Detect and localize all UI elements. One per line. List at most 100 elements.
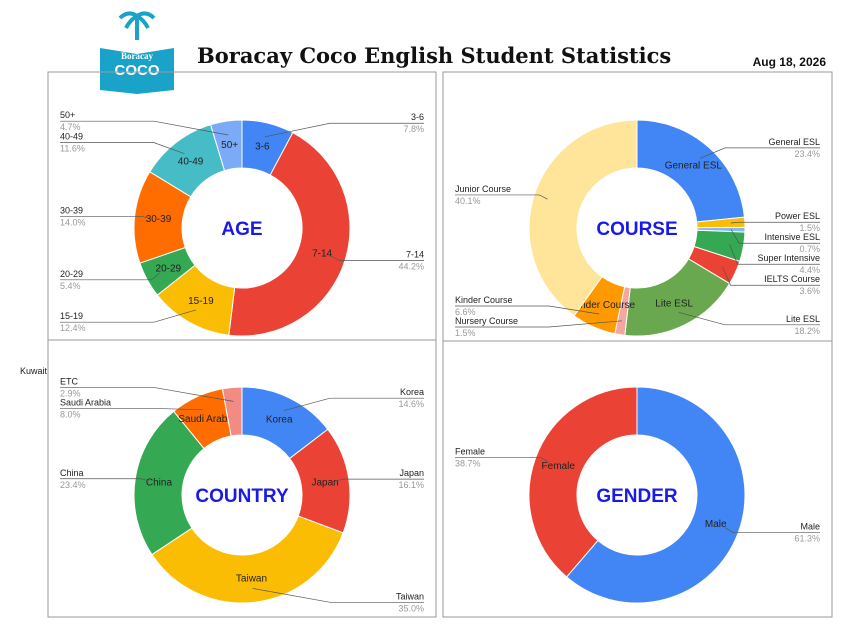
- value-label: 3.6%: [799, 286, 820, 296]
- leader-line: [455, 320, 623, 328]
- legend-label: 40-49: [60, 132, 83, 142]
- value-label: 14.0%: [60, 217, 86, 227]
- slice-label: 20-29: [156, 263, 182, 274]
- value-label: 0.7%: [799, 244, 820, 254]
- slice-label: Korea: [266, 415, 293, 426]
- legend-label: Saudi Arabia: [60, 397, 111, 407]
- slice-label: Kinder Course: [571, 300, 635, 311]
- title: Boracay Coco English Student Statistics: [197, 43, 671, 68]
- leader-line: [264, 122, 424, 138]
- leader-line: [283, 397, 424, 412]
- slice-label: Taiwan: [236, 573, 267, 584]
- slice-label: Japan: [311, 478, 338, 489]
- slice: [151, 515, 344, 604]
- leader-line: [60, 309, 197, 323]
- slice-label: 40-49: [178, 157, 204, 168]
- leader-line: [60, 478, 150, 482]
- slice-label: 50+: [221, 140, 238, 151]
- leader-line: [678, 311, 820, 326]
- leader-line: [60, 387, 234, 402]
- leader-line: [331, 256, 424, 261]
- slice-label: 3-6: [255, 142, 270, 153]
- value-label: 7.8%: [403, 124, 424, 134]
- leader-line: [455, 457, 550, 463]
- value-label: 1.5%: [799, 223, 820, 233]
- slice: [133, 410, 205, 556]
- legend-label: Korea: [400, 387, 424, 397]
- value-label: 1.5%: [455, 328, 476, 338]
- legend-label: Nursery Course: [455, 316, 518, 326]
- slice: [565, 386, 746, 604]
- slice-label: 15-19: [188, 296, 214, 307]
- legend-label: ETC: [60, 376, 79, 386]
- leader-line: [252, 588, 424, 603]
- panel: [442, 340, 833, 618]
- leader-line: [334, 478, 424, 482]
- legend-label: 50+: [60, 110, 75, 120]
- leader-line: [455, 305, 600, 315]
- slice: [228, 132, 351, 337]
- leader-line: [455, 194, 548, 200]
- slice-label: Saudi Arabia: [178, 414, 235, 425]
- leader-line: [60, 142, 185, 155]
- slice-label: Lite ESL: [655, 298, 693, 309]
- legend-label: 7-14: [406, 250, 424, 260]
- slice-label: 30-39: [146, 214, 172, 225]
- center-label: GENDER: [596, 486, 678, 507]
- leader-line: [724, 527, 820, 533]
- legend-label: Junior Course: [455, 184, 511, 194]
- slice: [221, 386, 243, 437]
- slice: [528, 119, 638, 317]
- legend-label: China: [60, 468, 84, 478]
- legend-label: Male: [800, 522, 820, 532]
- value-label: 6.6%: [455, 307, 476, 317]
- center-label: COURSE: [596, 219, 677, 240]
- slice: [209, 119, 243, 172]
- logo: Boracay COCO: [100, 11, 174, 94]
- value-label: 2.9%: [60, 388, 81, 398]
- legend-label: Taiwan: [396, 591, 424, 601]
- value-label: 11.6%: [60, 144, 85, 154]
- slice-label: General ESL: [665, 161, 723, 172]
- slice-label: 7-14: [312, 248, 332, 259]
- value-label: 4.7%: [60, 122, 81, 132]
- legend-label: Super Intensive: [757, 253, 820, 263]
- value-label: 4.4%: [799, 265, 820, 275]
- legend-label: Kinder Course: [455, 295, 513, 305]
- legend-label: 30-39: [60, 205, 83, 215]
- center-label: COUNTRY: [195, 486, 289, 507]
- value-label: 5.4%: [60, 281, 81, 291]
- leader-line: [60, 120, 229, 136]
- leader-line: [729, 244, 820, 265]
- slice-label: Female: [542, 461, 576, 472]
- slice: [636, 119, 746, 223]
- logo-book: [100, 48, 174, 94]
- slice-label: China: [146, 477, 173, 488]
- legend-label: 3-6: [411, 112, 424, 122]
- logo-top: Boracay: [121, 51, 153, 61]
- panel: [47, 339, 437, 618]
- leader-line: [722, 266, 820, 286]
- leader-line: [730, 221, 820, 224]
- leader-line: [60, 272, 160, 281]
- value-label: 14.6%: [398, 399, 424, 409]
- slice: [528, 386, 638, 578]
- logo-palm: [118, 11, 156, 40]
- legend-label: Japan: [399, 468, 424, 478]
- leader-line: [699, 147, 820, 159]
- value-label: 16.1%: [398, 480, 424, 490]
- value-label: 61.3%: [794, 534, 820, 544]
- value-label: 35.0%: [398, 603, 424, 613]
- value-label: 8.0%: [60, 409, 81, 419]
- slice-label: Male: [705, 519, 727, 530]
- value-label: 18.2%: [794, 326, 820, 336]
- leader-line: [730, 229, 820, 244]
- value-label: 23.4%: [60, 480, 86, 490]
- date: Aug 18, 2026: [753, 55, 827, 69]
- value-label: 40.1%: [455, 196, 481, 206]
- value-label: 23.4%: [794, 149, 820, 159]
- legend-label: Lite ESL: [786, 314, 820, 324]
- center-label: AGE: [221, 219, 262, 240]
